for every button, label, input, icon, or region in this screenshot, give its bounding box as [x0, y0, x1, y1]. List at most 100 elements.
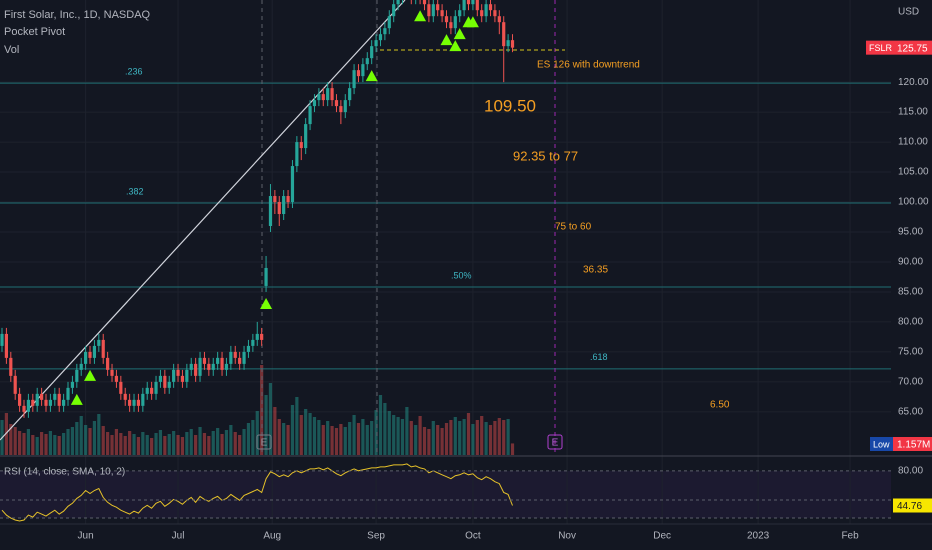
volume-bar: [458, 421, 462, 455]
volume-bar: [79, 416, 83, 455]
annotation: 75 to 60: [555, 222, 592, 233]
y-tick-label: 120.00: [898, 77, 929, 88]
volume-bar: [356, 423, 361, 455]
indicator-name: Vol: [4, 44, 19, 56]
candle-body: [48, 399, 53, 406]
low-box: [870, 437, 893, 451]
volume-bar: [268, 383, 273, 455]
volume-bar: [290, 405, 295, 455]
candle-body: [180, 375, 185, 382]
candle-body: [154, 381, 158, 394]
volume-bar: [242, 429, 246, 455]
volume-bar: [176, 435, 180, 455]
pivot-marker: [84, 369, 97, 381]
candle-body: [132, 399, 136, 406]
candle-body: [339, 106, 343, 113]
candle-body: [480, 10, 484, 17]
volume-bar: [13, 427, 17, 455]
volume-bar: [471, 424, 475, 455]
earnings-label: E: [261, 438, 268, 449]
candle-body: [458, 10, 462, 17]
candle-body: [444, 16, 449, 23]
candle-body: [207, 363, 211, 370]
candle-body: [290, 166, 295, 203]
candle-body: [202, 357, 207, 364]
volume-bar: [97, 414, 101, 455]
candle-body: [220, 357, 224, 370]
volume-bar: [198, 427, 202, 455]
y-tick-label: 85.00: [898, 287, 923, 298]
pivot-marker: [365, 70, 378, 82]
candle-body: [167, 381, 171, 388]
volume-bar: [9, 424, 13, 455]
volume-bar: [502, 420, 506, 455]
volume-bar: [145, 435, 149, 455]
volume-bar: [211, 431, 215, 455]
candle-body: [506, 40, 510, 47]
volume-bar: [414, 425, 418, 455]
volume-bar: [273, 407, 277, 455]
candle-body: [176, 369, 180, 376]
volume-bar: [189, 429, 193, 455]
candle-body: [0, 333, 4, 346]
y-tick-label: 105.00: [898, 167, 929, 178]
candle-body: [308, 106, 312, 125]
volume-bar: [462, 419, 466, 455]
candle-body: [260, 333, 264, 340]
annotation: 6.50: [710, 400, 730, 411]
x-tick-label: Jul: [172, 531, 185, 542]
x-tick-label: Dec: [653, 531, 671, 542]
candle-body: [216, 357, 220, 364]
axis: 120.00 115.00 110.00 105.00 100.00 95.00 90.00…: [78, 40, 932, 542]
y-tick-label: 80.00: [898, 317, 923, 328]
volume-bar: [75, 422, 79, 455]
x-tick-label: Oct: [465, 531, 481, 542]
candle-body: [321, 94, 325, 101]
fib-label: .382: [126, 186, 144, 196]
volume-bar: [352, 415, 356, 455]
y-tick-label: 90.00: [898, 257, 923, 268]
volume-bar: [40, 432, 44, 455]
price-label: 125.75: [897, 43, 928, 54]
candle-body: [123, 393, 127, 400]
candle-body: [35, 393, 39, 406]
earnings-box: [547, 434, 563, 450]
volume-bar: [361, 419, 365, 455]
volume-bar: [132, 434, 136, 455]
rsi-last-box: [893, 498, 932, 513]
annotation: 109.50: [484, 96, 536, 115]
volume-bar: [427, 429, 431, 455]
candle-body: [427, 4, 431, 17]
candle-body: [304, 124, 308, 149]
candle-body: [75, 369, 79, 382]
volume-bar: [484, 422, 488, 455]
candle-body: [453, 16, 457, 29]
candle-body: [462, 0, 466, 11]
candle-body: [172, 369, 176, 382]
volume-bar: [326, 421, 330, 455]
volume-bar: [374, 410, 378, 455]
volume-bar: [334, 428, 339, 455]
candle-body: [326, 88, 330, 101]
candle-body: [189, 363, 193, 370]
candle-body: [365, 58, 369, 65]
fib-label: .236: [125, 67, 143, 77]
volume-bar: [31, 435, 35, 455]
candle-body: [224, 363, 229, 370]
candle-body: [502, 22, 506, 47]
volume-bar: [387, 411, 391, 455]
volume-bar: [101, 426, 105, 455]
candle-body: [18, 393, 22, 406]
volume-bar: [88, 428, 92, 455]
volume-bar: [453, 417, 457, 455]
candle-body: [374, 40, 378, 47]
candle-body: [348, 88, 352, 101]
volume-bar: [330, 426, 334, 455]
candle-body: [268, 196, 273, 227]
y-tick-label: 100.00: [898, 197, 929, 208]
volume-bar: [238, 435, 242, 455]
candle-body: [343, 100, 347, 113]
candle-body: [141, 393, 145, 406]
volume-bar: [154, 433, 158, 455]
volume-bar: [506, 419, 510, 455]
